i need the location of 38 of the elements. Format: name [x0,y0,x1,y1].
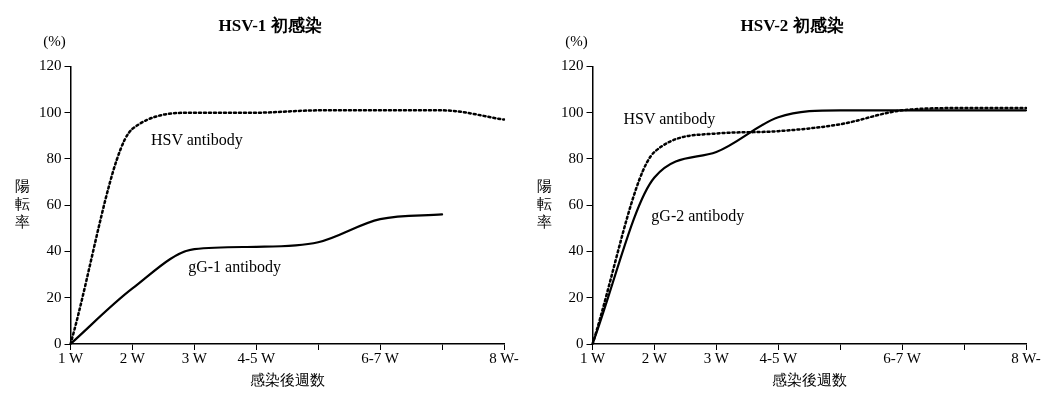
x-tick-label: 8 W- [1011,349,1041,366]
x-axis-title: 感染後週数 [771,371,847,388]
x-tick-label: 3 W [703,349,730,366]
y-tick-label: 20 [46,288,62,305]
y-tick-label: 0 [54,334,62,351]
y-tick-label: 120 [561,57,584,74]
series-label: gG-2 antibody [651,206,745,225]
x-tick-label: 6-7 W [883,349,922,366]
x-tick-label: 4-5 W [237,349,276,366]
series-label: HSV antibody [151,130,243,149]
text: (%) [565,33,588,51]
y-tick-label: 60 [46,196,62,213]
x-tick-label: 1 W [57,349,84,366]
y-tick-label: 80 [568,149,584,166]
series-label: HSV antibody [623,109,716,128]
y-tick-label: 100 [561,103,584,120]
y-tick-label: 0 [576,334,584,351]
x-tick-label: 4-5 W [759,349,798,366]
y-tick-label: 80 [46,149,62,166]
y-tick-label: 100 [39,103,62,120]
chart-title: HSV-1 初感染 [218,15,322,35]
y-tick-label: 120 [39,57,62,74]
x-tick-label: 2 W [641,349,668,366]
series-label: gG-1 antibody [188,257,282,276]
text: (%) [43,33,66,51]
x-tick-label: 3 W [181,349,208,366]
chart-title: HSV-2 初感染 [740,15,844,35]
y-tick-label: 40 [568,242,584,259]
x-tick-label: 8 W- [489,349,519,366]
y-tick-label: 20 [568,288,584,305]
y-axis-title: 陽転率 [14,178,30,231]
x-tick-label: 6-7 W [361,349,400,366]
y-tick-label: 40 [46,242,62,259]
x-tick-label: 2 W [119,349,146,366]
x-axis-title: 感染後週数 [249,371,325,388]
y-axis-title: 陽転率 [536,178,552,231]
x-tick-label: 1 W [579,349,606,366]
y-tick-label: 60 [568,196,584,213]
